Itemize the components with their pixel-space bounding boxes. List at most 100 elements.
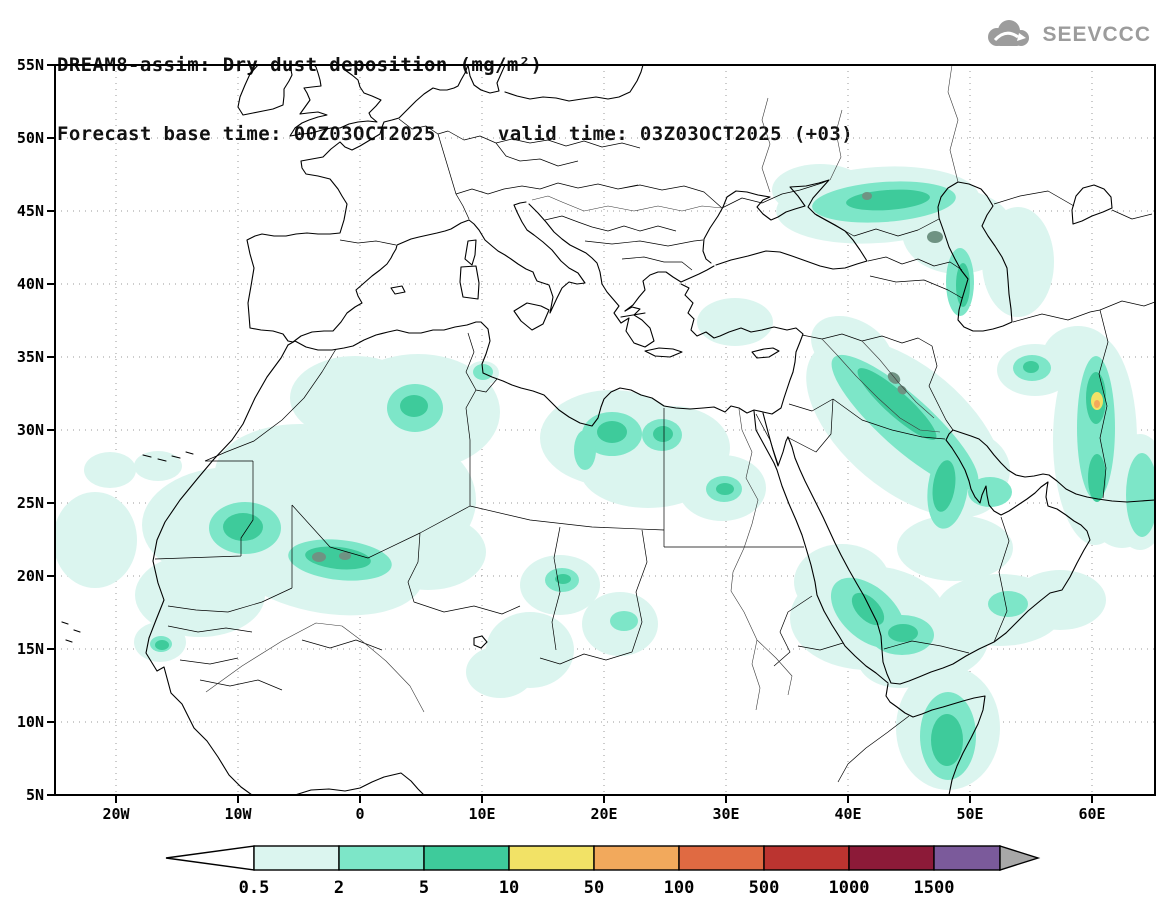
legend-label: 5 — [419, 878, 429, 898]
lat-label: 10N — [17, 713, 44, 731]
legend-label: 0.5 — [239, 878, 270, 898]
suez-canal — [753, 410, 757, 431]
lon-label: 50E — [956, 805, 983, 823]
lon-label: 20E — [590, 805, 617, 823]
coastline-layer — [61, 65, 1155, 795]
river-dnieper — [761, 97, 771, 193]
lat-label: 55N — [17, 56, 44, 74]
coastline-black-sea — [702, 179, 868, 270]
island-crete — [644, 347, 683, 358]
legend-label: 1500 — [914, 878, 955, 898]
coastline-marmara-north — [680, 265, 715, 283]
borders-layer — [154, 118, 1155, 783]
lake-chad — [473, 635, 488, 649]
borders-middle-east — [786, 190, 1155, 654]
coastline-greece-east — [624, 271, 682, 312]
coastline-baltic-south — [504, 65, 644, 102]
legend-label: 2 — [334, 878, 344, 898]
coastline-jutland — [467, 65, 506, 94]
aral-sea — [1071, 184, 1113, 225]
legend-label: 500 — [749, 878, 780, 898]
legend-segment — [933, 845, 1001, 871]
lon-label: 10W — [224, 805, 252, 823]
legend-segment — [848, 845, 935, 871]
colorbar-right-arrow — [999, 845, 1041, 871]
legend-label: 100 — [664, 878, 695, 898]
lat-label: 40N — [17, 275, 44, 293]
river-nile — [730, 408, 793, 711]
lon-label: 30E — [712, 805, 739, 823]
gulf-of-corinth — [620, 312, 646, 318]
dust-level-5-10 — [155, 189, 1106, 766]
rivers-layer — [205, 65, 959, 713]
lon-label: 40E — [834, 805, 861, 823]
latitude-axis: 55N 50N 45N 40N 35N 30N 25N 20N 15N 10N … — [17, 56, 44, 804]
island-cyprus — [751, 347, 780, 359]
dust-hotspot-iran — [1091, 392, 1103, 410]
coastline-britain — [289, 65, 382, 137]
river-don — [829, 109, 843, 181]
river-euphrates-tigris — [821, 338, 941, 433]
coastline-adriatic-greece — [528, 203, 655, 348]
coastline-arabia — [787, 429, 1091, 685]
colorbar-left-arrow — [165, 845, 255, 871]
colorbar — [165, 845, 1041, 871]
colorbar-labels: 0.5 2 5 10 50 100 500 1000 1500 — [239, 878, 955, 898]
legend-segment — [763, 845, 850, 871]
lat-label: 5N — [26, 786, 44, 804]
legend-segment — [508, 845, 595, 871]
legend-label: 10 — [499, 878, 519, 898]
lon-label: 0 — [355, 805, 364, 823]
coastline-red-sea-west — [755, 429, 889, 684]
legend-label: 50 — [584, 878, 604, 898]
river-niger — [205, 622, 425, 713]
legend-segment — [593, 845, 680, 871]
lat-label: 45N — [17, 202, 44, 220]
islands-cape-verde — [61, 621, 81, 643]
river-volga — [947, 65, 959, 183]
river-danube — [531, 195, 723, 212]
coastline-gulf-of-guinea — [294, 772, 425, 795]
legend-segment — [338, 845, 425, 871]
caspian-sea — [937, 181, 1013, 332]
lat-label: 50N — [17, 129, 44, 147]
dust-level-0.5-2 — [55, 164, 1155, 790]
lat-label: 30N — [17, 421, 44, 439]
coastline-sinai — [762, 412, 789, 467]
coastline-europe-atlantic — [246, 65, 469, 343]
lon-label: 20W — [102, 805, 130, 823]
seevccc-logo-text: SEEVCCC — [1042, 23, 1151, 46]
legend-segment — [423, 845, 510, 871]
lat-label: 35N — [17, 348, 44, 366]
coastline-britain-west — [289, 65, 328, 137]
island-mallorca — [390, 285, 406, 295]
coastline-ireland — [237, 65, 293, 116]
coastline-italy — [468, 201, 586, 314]
longitude-axis: 20W 10W 0 10E 20E 30E 40E 50E 60E — [102, 805, 1105, 823]
islands-canary — [142, 451, 194, 462]
lat-label: 20N — [17, 567, 44, 585]
coastline-africa-atlantic — [145, 344, 289, 795]
island-sicily — [513, 302, 550, 331]
coastline-iberia-france-med — [292, 219, 470, 343]
legend-label: 1000 — [829, 878, 870, 898]
axis-ticks — [47, 64, 1093, 803]
island-sardinia — [459, 265, 480, 300]
seevccc-logo: SEEVCCC — [982, 18, 1151, 52]
lat-label: 25N — [17, 494, 44, 512]
valid-time: valid time: 03Z03OCT2025 (+03) — [497, 123, 854, 145]
lon-label: 60E — [1078, 805, 1105, 823]
coastline-mediterranean-levant — [287, 283, 804, 427]
cloud-icon — [988, 20, 1030, 46]
legend-segment — [678, 845, 765, 871]
lat-label: 15N — [17, 640, 44, 658]
coastline-horn-of-africa — [885, 683, 986, 795]
lon-label: 10E — [468, 805, 495, 823]
legend-segment — [253, 845, 340, 871]
island-corsica — [464, 239, 477, 266]
borders-africa — [154, 332, 910, 783]
borders-europe — [339, 118, 830, 271]
coastline-iran-gulf — [952, 429, 1155, 503]
